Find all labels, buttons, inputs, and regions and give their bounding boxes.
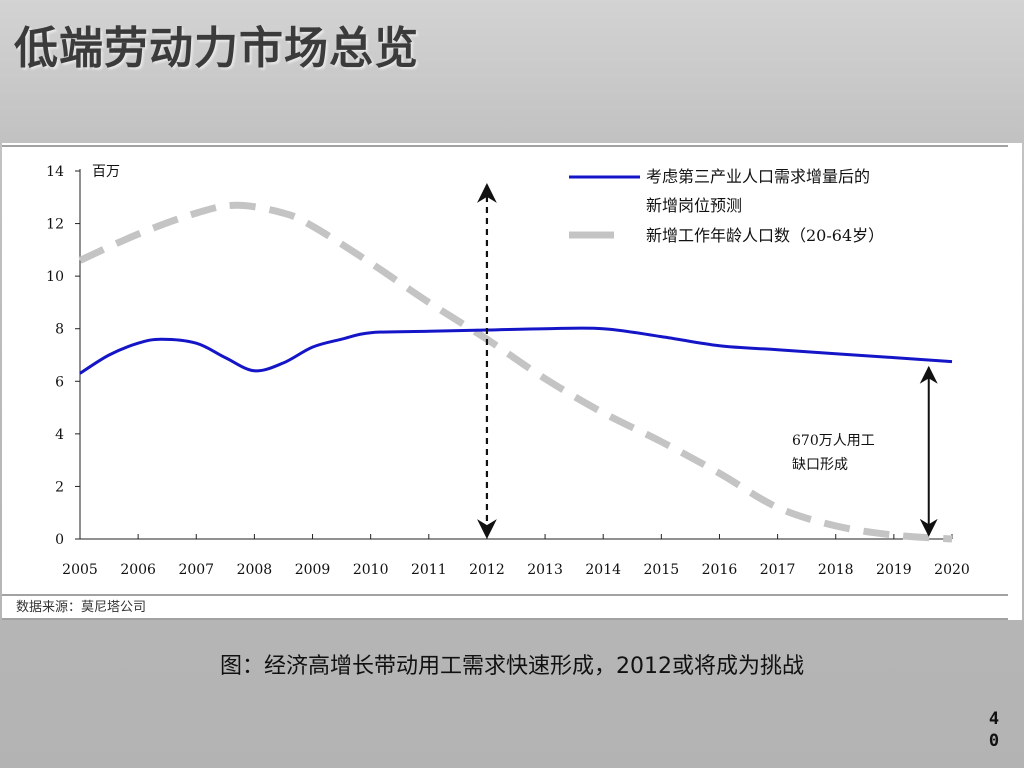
figure-caption: 图：经济高增长带动用工需求快速形成，2012或将成为挑战 — [220, 654, 804, 679]
x-tick-label: 2006 — [120, 562, 156, 578]
slide-title: 低端劳动力市场总览 — [14, 23, 419, 74]
y-unit-label: 百万 — [92, 164, 120, 180]
x-tick-label: 2016 — [702, 562, 738, 578]
series-layer — [78, 201, 953, 543]
y-tick-label: 2 — [55, 479, 64, 495]
x-tick-label: 2020 — [934, 562, 970, 578]
y-tick-label: 10 — [46, 269, 64, 285]
page-number-digit: 4 — [988, 709, 1000, 729]
x-tick-label: 2015 — [644, 562, 680, 578]
legend-label-job-forecast: 考虑第三产业人口需求增量后的 — [646, 167, 870, 186]
legend-label-job-forecast: 新增岗位预测 — [646, 196, 742, 215]
line-chart: 0 2 4 6 8 10 12 14 百万 2005 2006 2007 2008 2009 2010 201… — [2, 145, 1008, 620]
x-tick-label: 2010 — [353, 562, 389, 578]
x-tick-label: 2008 — [237, 562, 273, 578]
legend-label-working-age: 新增工作年龄人口数（20-64岁） — [646, 226, 884, 245]
series-line-job-forecast — [79, 326, 953, 375]
gap-label-line: 缺口形成 — [792, 457, 848, 473]
x-tick-label: 2009 — [295, 562, 331, 578]
x-tick-label: 2005 — [62, 562, 98, 578]
gap-label-line: 670万人用工 — [792, 433, 875, 449]
axes: 0 2 4 6 8 10 12 14 百万 2005 2006 2007 2008 2009 2010 201… — [46, 164, 970, 578]
x-tick-label: 2014 — [585, 562, 621, 578]
series-line-working-age — [78, 201, 953, 543]
y-tick-label: 12 — [46, 217, 64, 233]
x-tick-label: 2018 — [818, 562, 854, 578]
page-number: 4 0 — [984, 708, 1004, 752]
y-tick-label: 4 — [55, 427, 64, 443]
x-tick-label: 2012 — [469, 562, 505, 578]
x-tick-label: 2011 — [411, 562, 447, 578]
y-tick-label: 6 — [55, 374, 64, 390]
x-tick-label: 2013 — [527, 562, 563, 578]
x-tick-label: 2017 — [760, 562, 796, 578]
x-tick-label: 2007 — [178, 562, 214, 578]
y-tick-label: 14 — [46, 164, 64, 180]
y-tick-label: 8 — [55, 322, 64, 338]
x-tick-label: 2019 — [876, 562, 912, 578]
source-note: 数据来源：莫尼塔公司 — [16, 600, 146, 615]
page-number-digit: 0 — [988, 731, 1000, 751]
y-tick-label: 0 — [55, 532, 64, 548]
chart-panel: 0 2 4 6 8 10 12 14 百万 2005 2006 2007 2008 2009 2010 201… — [2, 143, 1022, 620]
